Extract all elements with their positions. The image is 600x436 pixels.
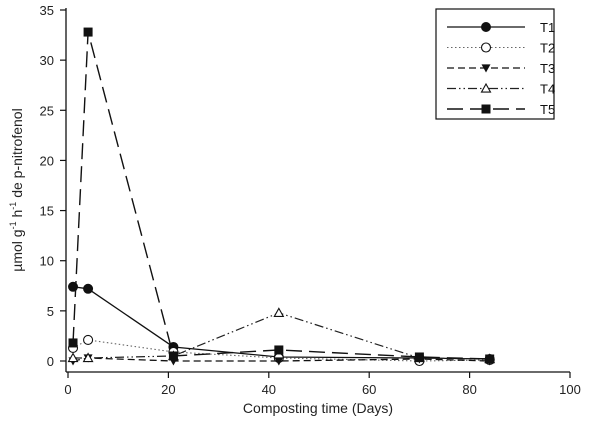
y-axis-label: µmol g-1 h-1 de p-nitrofenol	[8, 108, 25, 271]
x-tick-label: 80	[462, 382, 476, 397]
legend-marker-t5	[481, 104, 491, 114]
data-point-t5	[83, 27, 93, 37]
legend-marker-t4	[480, 82, 492, 93]
series-t5	[68, 27, 495, 364]
legend-label-t5: T5	[540, 102, 555, 117]
x-tick-label: 20	[161, 382, 175, 397]
y-label-superscript: -1	[8, 221, 18, 229]
x-axis-label: Composting time (Days)	[243, 400, 393, 416]
legend-box	[435, 8, 555, 120]
data-point-t2	[83, 334, 94, 345]
x-tick-label: 40	[262, 382, 276, 397]
data-point-t4	[67, 352, 79, 363]
data-point-t1	[83, 283, 94, 294]
series-line-t2	[72, 339, 490, 362]
legend: T1 T2 T3 T4 T5	[435, 8, 555, 120]
legend-label-t4: T4	[540, 82, 555, 97]
data-point-t5	[414, 352, 424, 362]
data-point-t3	[274, 357, 284, 366]
legend-label-t1: T1	[540, 20, 555, 35]
data-point-t5	[68, 338, 78, 348]
y-tick-label: 5	[47, 304, 54, 319]
legend-marker-t2	[480, 42, 492, 53]
y-label-part: h	[9, 210, 25, 222]
series-line-t5	[72, 31, 490, 360]
y-tick-label: 35	[40, 3, 54, 18]
data-point-t5	[274, 345, 284, 355]
x-tick-label: 0	[64, 382, 71, 397]
data-point-t5	[168, 351, 178, 361]
x-ticks: 0 20 40 60 80 100	[64, 372, 581, 397]
y-label-part: de p-nitrofenol	[9, 108, 25, 201]
y-tick-label: 15	[40, 204, 54, 219]
y-tick-label: 10	[40, 254, 54, 269]
y-tick-label: 0	[47, 354, 54, 369]
y-label-part: µmol g	[9, 229, 25, 271]
data-point-t4	[273, 307, 285, 318]
x-tick-label: 60	[362, 382, 376, 397]
series-group	[67, 27, 496, 367]
legend-marker-t3	[481, 64, 491, 73]
data-point-t5	[485, 354, 495, 364]
legend-label-t2: T2	[540, 41, 555, 56]
y-tick-label: 25	[40, 103, 54, 118]
y-label-superscript: -1	[8, 202, 18, 210]
x-tick-label: 100	[559, 382, 581, 397]
y-tick-label: 20	[40, 153, 54, 168]
data-point-t4	[82, 352, 94, 363]
legend-marker-t1	[481, 22, 491, 32]
legend-label-t3: T3	[540, 61, 555, 76]
y-ticks: 0 5 10 15 20 25 30 35	[40, 3, 66, 369]
y-tick-label: 30	[40, 53, 54, 68]
